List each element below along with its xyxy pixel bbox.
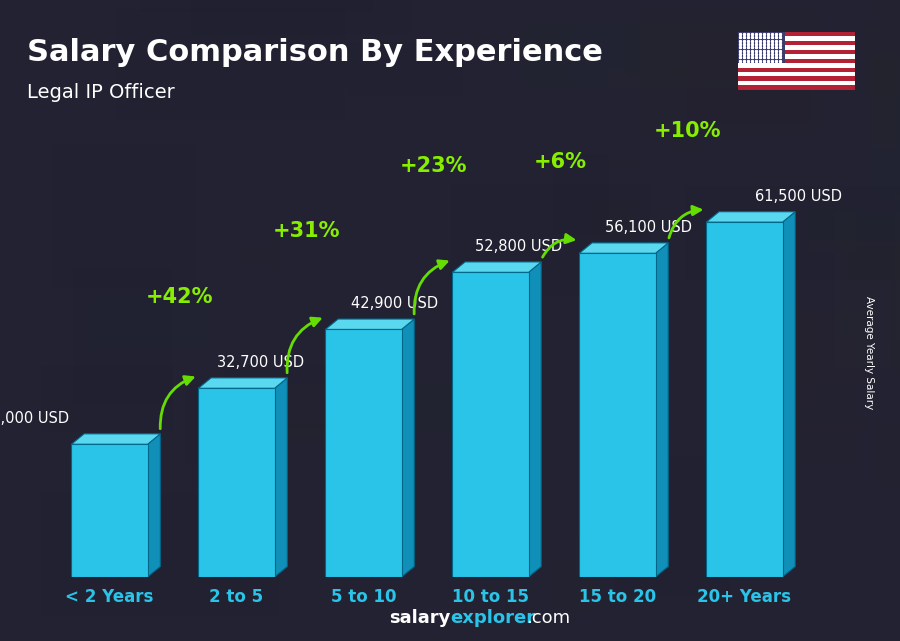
Text: 42,900 USD: 42,900 USD: [351, 296, 438, 311]
Text: +23%: +23%: [400, 156, 467, 176]
Polygon shape: [706, 212, 796, 222]
Text: +42%: +42%: [146, 287, 213, 307]
Polygon shape: [71, 434, 160, 444]
Polygon shape: [453, 262, 541, 272]
Bar: [738, 37, 855, 41]
Polygon shape: [326, 319, 414, 329]
Bar: [71, 444, 148, 577]
Text: Average Yearly Salary: Average Yearly Salary: [863, 296, 874, 409]
Bar: [706, 222, 782, 577]
Bar: [738, 76, 855, 81]
Text: 61,500 USD: 61,500 USD: [754, 188, 842, 204]
Bar: [738, 41, 855, 46]
Bar: [326, 329, 401, 577]
Text: +31%: +31%: [273, 221, 340, 240]
Text: 23,000 USD: 23,000 USD: [0, 411, 69, 426]
Bar: [453, 272, 528, 577]
Bar: [738, 32, 785, 63]
Bar: [738, 32, 855, 37]
Bar: [738, 59, 855, 63]
Text: +6%: +6%: [534, 153, 587, 172]
Bar: [738, 67, 855, 72]
Text: Salary Comparison By Experience: Salary Comparison By Experience: [27, 38, 603, 67]
Text: 56,100 USD: 56,100 USD: [605, 220, 692, 235]
Polygon shape: [274, 378, 287, 577]
Text: salary: salary: [389, 609, 450, 627]
Polygon shape: [401, 319, 414, 577]
Polygon shape: [148, 434, 160, 577]
Polygon shape: [655, 243, 668, 577]
Bar: [198, 388, 274, 577]
Polygon shape: [198, 378, 287, 388]
Polygon shape: [580, 243, 668, 253]
Text: 52,800 USD: 52,800 USD: [475, 239, 562, 254]
Text: .com: .com: [526, 609, 571, 627]
Bar: [738, 50, 855, 54]
Text: explorer: explorer: [450, 609, 536, 627]
Bar: [738, 81, 855, 85]
Bar: [580, 253, 655, 577]
Text: Legal IP Officer: Legal IP Officer: [27, 83, 175, 103]
Polygon shape: [782, 212, 796, 577]
Text: +10%: +10%: [653, 121, 721, 141]
Polygon shape: [528, 262, 541, 577]
Bar: [738, 85, 855, 90]
Text: 32,700 USD: 32,700 USD: [218, 354, 304, 370]
Bar: [738, 63, 855, 67]
Bar: [738, 72, 855, 76]
Bar: [738, 46, 855, 50]
Bar: [738, 54, 855, 59]
